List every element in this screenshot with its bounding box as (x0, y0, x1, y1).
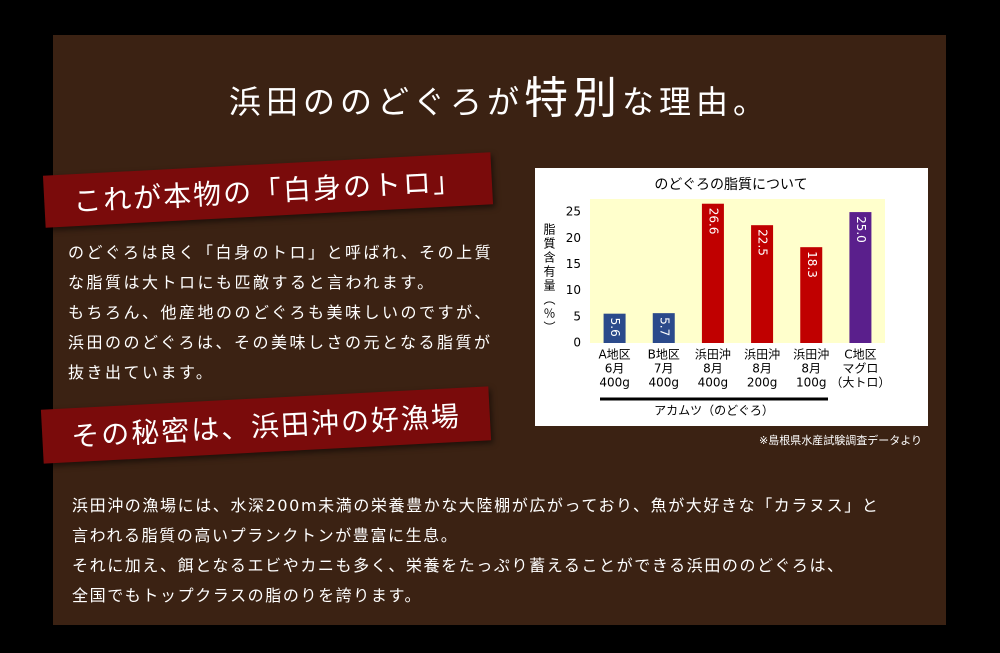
title-part: 浜田ののどぐろが (228, 83, 525, 121)
paragraph-line: 抜き出ています。 (68, 363, 215, 382)
paragraph-line: 言われる脂質の高いプランクトンが豊富に生息。 (72, 526, 459, 545)
x-tick-label: 400g (648, 376, 679, 390)
bar (652, 313, 675, 343)
page-title: 浜田ののどぐろが特別な理由。 (53, 62, 946, 126)
y-tick-label: 0 (573, 336, 581, 350)
paragraph-line: もちろん、他産地ののどぐろも美味しいのですが、 (68, 303, 493, 322)
paragraph-line: な脂質は大トロにも匹敵すると言われます。 (68, 273, 436, 292)
value-label: 25.0 (854, 216, 868, 243)
y-tick-label: 10 (566, 283, 581, 297)
paragraph: のどぐろは良く「白身のトロ」と呼ばれ、その上質 な脂質は大トロにも匹敵すると言われ… (68, 238, 493, 388)
x-tick-label: 8月 (801, 362, 821, 376)
value-label: 18.3 (805, 251, 819, 278)
group-label: アカムツ（のどぐろ） (654, 404, 774, 418)
bar (800, 247, 823, 343)
paragraph: 浜田沖の漁場には、水深200m未満の栄養豊かな大陸棚が広がっており、魚が大好きな… (72, 491, 879, 611)
x-tick-label: 浜田沖 (695, 348, 731, 362)
bar (849, 212, 872, 343)
title-emphasis: 特別 (524, 73, 623, 124)
bar (751, 225, 774, 343)
x-tick-label: 400g (599, 376, 630, 390)
x-tick-label: A地区 (598, 348, 630, 362)
paragraph-line: 全国でもトップクラスの脂のりを誇ります。 (72, 586, 423, 605)
paragraph-line: 浜田ののどぐろは、その美味しさの元となる脂質が (68, 333, 493, 352)
x-tick-label: 200g (747, 376, 778, 390)
x-tick-label: B地区 (648, 348, 680, 362)
paragraph-line: それに加え、餌となるエビやカニも多く、栄養をたっぷり蓄えることができる浜田ののど… (72, 556, 845, 575)
x-tick-label: 400g (698, 376, 729, 390)
y-axis-label: 脂質含有量（％） (542, 222, 556, 335)
bar (701, 203, 724, 343)
source-note: ※島根県水産試験調査データより (759, 434, 922, 447)
x-tick-label: 浜田沖 (744, 348, 780, 362)
y-tick-label: 5 (573, 309, 581, 323)
paragraph-line: のどぐろは良く「白身のトロ」と呼ばれ、その上質 (68, 243, 494, 262)
x-tick-label: 7月 (654, 362, 674, 376)
x-tick-label: 6月 (605, 362, 625, 376)
x-tick-label: 8月 (752, 362, 772, 376)
bar (603, 313, 626, 343)
x-tick-label: （大トロ） (830, 376, 890, 390)
x-tick-label: 100g (796, 376, 827, 390)
value-label: 26.6 (706, 208, 720, 235)
plot-area (590, 199, 885, 343)
paragraph-line: 浜田沖の漁場には、水深200m未満の栄養豊かな大陸棚が広がっており、魚が大好きな… (72, 496, 880, 515)
value-label: 5.7 (657, 317, 671, 336)
value-label: 5.6 (608, 318, 622, 337)
y-tick-label: 25 (566, 205, 581, 219)
value-label: 22.5 (756, 229, 770, 256)
x-tick-label: 8月 (703, 362, 723, 376)
title-part: な理由。 (622, 83, 771, 121)
x-tick-label: 浜田沖 (793, 348, 829, 362)
chart-title: のどぐろの脂質について (654, 177, 807, 193)
y-tick-label: 20 (566, 231, 581, 245)
chart: のどぐろの脂質について 脂質含有量（％） アカムツ（のどぐろ） 0 5 10 15 20… (535, 168, 928, 426)
x-tick-label: C地区 (844, 348, 876, 362)
x-tick-label: マグロ (842, 362, 878, 376)
y-tick-label: 15 (566, 257, 581, 271)
